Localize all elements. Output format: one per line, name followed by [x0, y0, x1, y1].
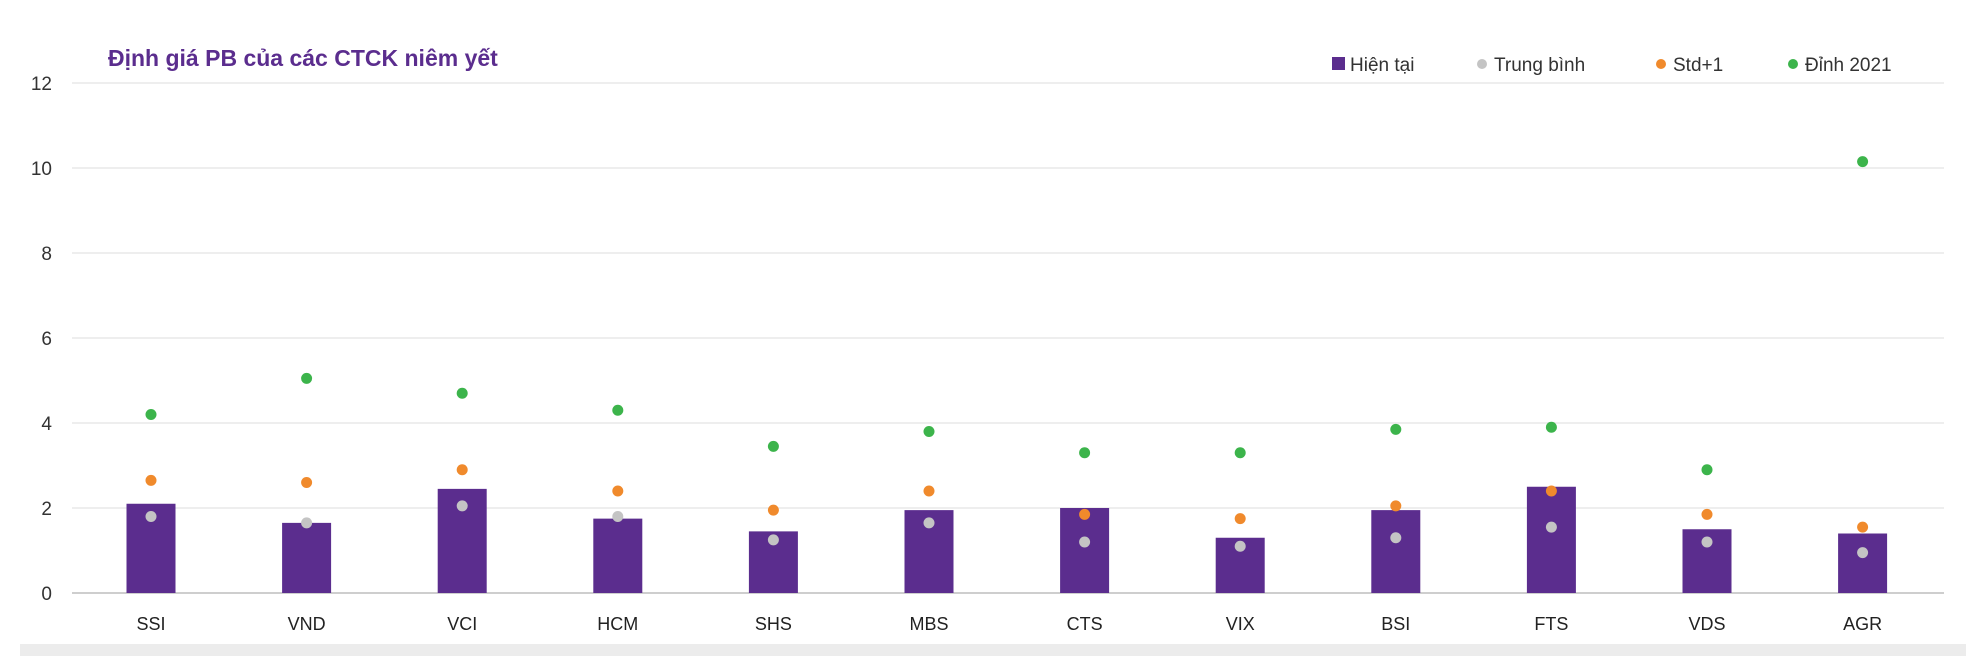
- x-tick-label: AGR: [1843, 614, 1882, 634]
- legend: Hiện tại Trung bình Std+1 Đỉnh 2021: [1332, 55, 1892, 76]
- bar-hien-tai: [1060, 508, 1110, 593]
- dot-point: [301, 372, 313, 384]
- bar-hien-tai: [593, 518, 643, 593]
- y-tick-label: 4: [41, 414, 52, 435]
- legend-label: Std+1: [1673, 55, 1723, 76]
- y-tick-label: 2: [41, 499, 52, 520]
- x-tick-label: MBS: [909, 614, 948, 634]
- dot-point: [1857, 547, 1869, 559]
- x-tick-label: BSI: [1381, 614, 1410, 634]
- dot-point: [456, 464, 468, 476]
- x-tick-label: CTS: [1067, 614, 1103, 634]
- dot-point: [1390, 500, 1402, 512]
- dot-series: [145, 156, 1869, 559]
- dot-point: [923, 426, 935, 437]
- x-tick-label: HCM: [597, 614, 638, 634]
- dot-point: [767, 534, 779, 546]
- legend-label: Trung bình: [1494, 55, 1585, 76]
- dot-point: [612, 511, 624, 522]
- x-tick-label: FTS: [1534, 614, 1568, 634]
- dot-point: [1701, 536, 1713, 548]
- dot-point: [612, 485, 624, 497]
- dot-point: [301, 517, 313, 529]
- dot-point: [1079, 447, 1091, 459]
- dot-point: [767, 440, 779, 452]
- dot-point: [1545, 485, 1557, 497]
- y-tick-label: 12: [31, 74, 52, 95]
- y-tick-label: 10: [31, 159, 52, 180]
- y-tick-label: 8: [41, 244, 52, 265]
- legend-label: Đỉnh 2021: [1805, 55, 1892, 76]
- dot-point: [301, 477, 313, 488]
- x-tick-label: VDS: [1688, 614, 1725, 634]
- dot-point: [923, 517, 935, 529]
- x-tick-label: SSI: [136, 614, 165, 634]
- dot-point: [145, 474, 157, 486]
- legend-label: Hiện tại: [1350, 55, 1414, 76]
- bar-series: [126, 486, 1888, 593]
- gridlines: [72, 82, 1944, 594]
- x-tick-label: SHS: [755, 614, 792, 634]
- dot-point: [1701, 464, 1713, 476]
- y-axis: 0 2 4 6 8 10 12: [31, 74, 53, 605]
- dot-point: [145, 511, 157, 522]
- bar-hien-tai: [282, 522, 332, 593]
- bar-hien-tai: [1838, 533, 1888, 593]
- dot-point: [923, 485, 935, 497]
- dot-point: [1545, 421, 1557, 433]
- dot-point: [1234, 540, 1246, 552]
- dot-point: [612, 404, 624, 416]
- dot-point: [1390, 423, 1402, 435]
- legend-swatch: [1656, 59, 1666, 69]
- dot-point: [456, 387, 468, 399]
- chart-title: Định giá PB của các CTCK niêm yết: [108, 45, 498, 71]
- legend-swatch: [1332, 57, 1345, 70]
- y-tick-label: 6: [41, 329, 52, 350]
- legend-swatch: [1788, 59, 1798, 69]
- y-tick-label: 0: [41, 584, 52, 605]
- bar-hien-tai: [1526, 486, 1576, 593]
- legend-swatch: [1477, 59, 1487, 69]
- dot-point: [1390, 532, 1402, 544]
- bottom-divider: [20, 644, 1966, 656]
- dot-point: [1079, 508, 1091, 520]
- dot-point: [1857, 521, 1869, 533]
- x-axis: SSI VND VCI HCM SHS MBS CTS VIX BSI FTS VDS AGR: [136, 614, 1882, 634]
- dot-point: [1701, 508, 1713, 520]
- dot-point: [145, 409, 157, 420]
- x-tick-label: VCI: [447, 614, 477, 634]
- x-tick-label: VIX: [1226, 614, 1255, 634]
- dot-point: [1234, 447, 1246, 459]
- bar-hien-tai: [1371, 510, 1421, 593]
- dot-point: [1079, 536, 1091, 548]
- dot-point: [767, 504, 779, 516]
- dot-point: [1545, 521, 1557, 533]
- dot-point: [1234, 513, 1246, 525]
- x-tick-label: VND: [288, 614, 326, 634]
- dot-point: [456, 500, 468, 512]
- dot-point: [1857, 156, 1869, 168]
